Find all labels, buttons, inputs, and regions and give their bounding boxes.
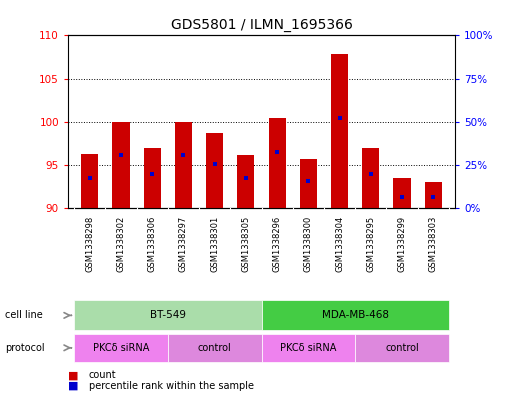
Text: PKCδ siRNA: PKCδ siRNA [280,343,336,353]
FancyBboxPatch shape [262,334,355,362]
Text: GSM1338305: GSM1338305 [242,215,251,272]
Text: GSM1338304: GSM1338304 [335,215,344,272]
Text: GSM1338296: GSM1338296 [272,215,281,272]
Text: GSM1338302: GSM1338302 [117,215,126,272]
FancyBboxPatch shape [355,334,449,362]
Bar [81,154,98,208]
Text: control: control [385,343,419,353]
Text: GSM1338295: GSM1338295 [366,215,375,272]
Bar [237,155,255,208]
Bar [300,159,317,208]
Text: control: control [198,343,232,353]
Text: cell line: cell line [5,310,43,320]
Text: ■: ■ [68,381,78,391]
Text: GSM1338299: GSM1338299 [397,215,406,272]
Bar [331,54,348,208]
Text: count: count [89,370,117,380]
Text: protocol: protocol [5,343,45,353]
Bar [206,133,223,208]
Title: GDS5801 / ILMN_1695366: GDS5801 / ILMN_1695366 [170,18,353,31]
Text: percentile rank within the sample: percentile rank within the sample [89,381,254,391]
Text: GSM1338303: GSM1338303 [429,215,438,272]
Bar [175,122,192,208]
Text: GSM1338298: GSM1338298 [85,215,94,272]
FancyBboxPatch shape [168,334,262,362]
Bar [144,148,161,208]
Bar [268,118,286,208]
Text: GSM1338301: GSM1338301 [210,215,219,272]
FancyBboxPatch shape [74,300,262,331]
Bar [362,148,379,208]
Bar [393,178,411,208]
FancyBboxPatch shape [262,300,449,331]
Text: MDA-MB-468: MDA-MB-468 [322,310,389,320]
Bar [112,122,130,208]
FancyBboxPatch shape [74,334,168,362]
Text: PKCδ siRNA: PKCδ siRNA [93,343,149,353]
Bar [425,182,442,208]
Text: BT-549: BT-549 [150,310,186,320]
Text: GSM1338300: GSM1338300 [304,215,313,272]
Text: GSM1338306: GSM1338306 [148,215,157,272]
Text: GSM1338297: GSM1338297 [179,215,188,272]
Text: ■: ■ [68,370,78,380]
